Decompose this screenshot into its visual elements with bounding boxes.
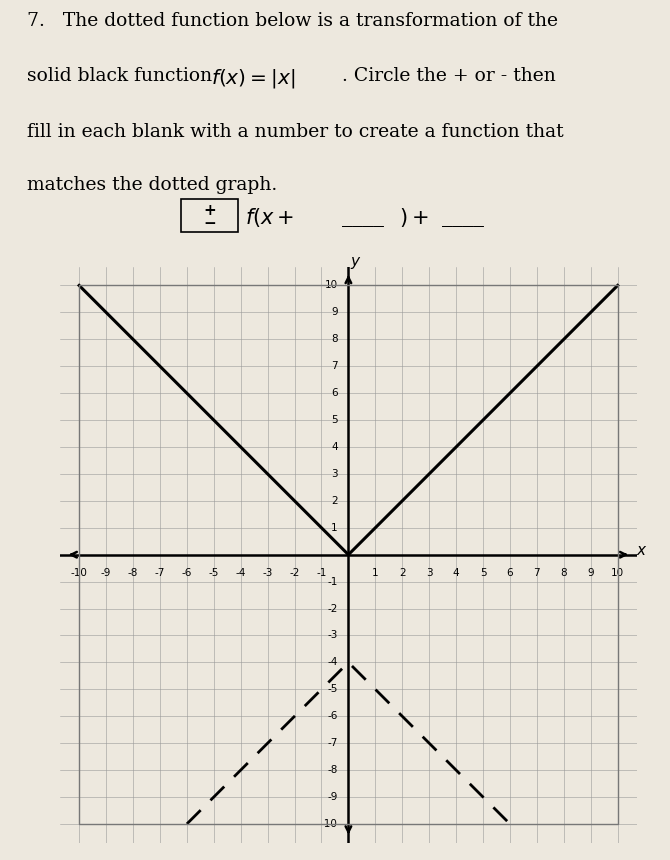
Text: 7: 7 [533,568,540,578]
Text: -2: -2 [289,568,299,578]
Text: -6: -6 [327,711,338,722]
Text: 10: 10 [611,568,624,578]
Text: 5: 5 [480,568,486,578]
Text: -3: -3 [263,568,273,578]
Text: ____: ____ [342,208,384,227]
Text: 8: 8 [561,568,567,578]
Text: -10: -10 [321,819,338,829]
Text: -1: -1 [316,568,327,578]
Text: +: + [203,203,216,218]
Text: -9: -9 [101,568,111,578]
Text: -10: -10 [71,568,88,578]
Text: 1: 1 [372,568,379,578]
Text: 3: 3 [331,469,338,479]
Text: -7: -7 [155,568,165,578]
Text: -3: -3 [327,630,338,641]
Text: 4: 4 [453,568,460,578]
Text: 9: 9 [331,307,338,317]
Text: solid black function: solid black function [27,67,218,85]
Text: -1: -1 [327,576,338,587]
Text: 5: 5 [331,415,338,425]
Text: $f(x+$: $f(x+$ [245,206,294,230]
Text: x: x [636,544,645,558]
Text: . Circle the + or - then: . Circle the + or - then [342,67,555,85]
Text: y: y [350,255,360,269]
Text: -6: -6 [182,568,192,578]
Text: -8: -8 [128,568,138,578]
Text: 2: 2 [331,496,338,506]
Text: 7.   The dotted function below is a transformation of the: 7. The dotted function below is a transf… [27,12,558,30]
Text: fill in each blank with a number to create a function that: fill in each blank with a number to crea… [27,123,563,141]
Text: -4: -4 [236,568,246,578]
Text: -2: -2 [327,604,338,613]
Text: 6: 6 [331,388,338,398]
Text: -5: -5 [327,685,338,694]
Text: 10: 10 [324,280,338,291]
Text: $f(x)=|x|$: $f(x)=|x|$ [211,67,295,90]
Text: matches the dotted graph.: matches the dotted graph. [27,175,277,194]
Text: 8: 8 [331,335,338,344]
Text: 2: 2 [399,568,405,578]
Text: 7: 7 [331,361,338,372]
Text: ____: ____ [442,208,484,227]
Text: 6: 6 [507,568,513,578]
Text: 4: 4 [331,442,338,452]
Text: -8: -8 [327,765,338,775]
Text: −: − [203,217,216,231]
Text: 3: 3 [426,568,433,578]
Text: -7: -7 [327,738,338,748]
Text: -5: -5 [208,568,219,578]
Text: $)+$: $)+$ [399,206,428,230]
Text: -9: -9 [327,792,338,802]
Text: 9: 9 [588,568,594,578]
Text: -4: -4 [327,657,338,667]
Text: 1: 1 [331,523,338,533]
